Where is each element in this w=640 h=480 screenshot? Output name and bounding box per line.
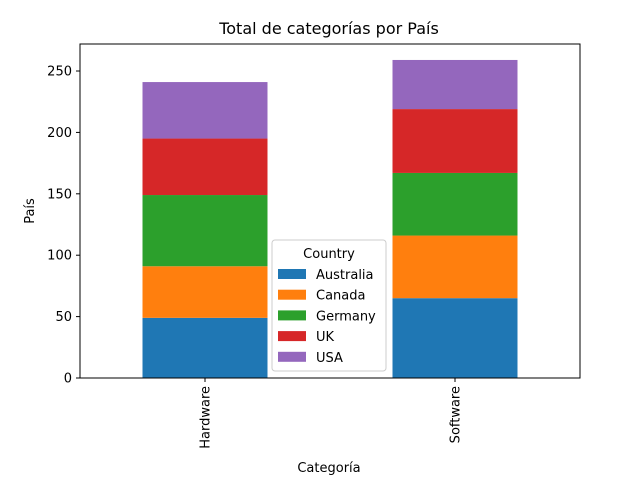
- bar-hardware-canada: [142, 266, 268, 318]
- x-tick-label: Hardware: [199, 386, 214, 449]
- x-axis: Hardware Software: [199, 378, 464, 449]
- x-axis-label: Categoría: [297, 461, 360, 476]
- legend-title: Country: [303, 247, 355, 262]
- y-tick-label: 100: [47, 249, 72, 264]
- y-tick-label: 0: [64, 372, 72, 387]
- legend: Country Australia Canada Germany UK USA: [271, 239, 387, 372]
- legend-label-canada: Canada: [316, 289, 365, 304]
- y-axis: 0 50 100 150 200 250: [47, 65, 80, 387]
- chart-title: Total de categorías por País: [218, 19, 439, 38]
- plot-frame: [79, 43, 581, 379]
- bar-hardware-usa: [142, 82, 268, 139]
- y-tick-label: 50: [55, 310, 72, 325]
- y-axis-label: País: [23, 198, 38, 224]
- legend-swatch-australia: [278, 269, 306, 279]
- legend-label-uk: UK: [316, 330, 335, 345]
- bars: [142, 59, 518, 378]
- legend-label-usa: USA: [316, 351, 343, 366]
- legend-swatch-usa: [278, 351, 306, 362]
- bar-hardware-uk: [142, 138, 268, 196]
- legend-label-australia: Australia: [316, 268, 374, 283]
- bar-software-canada: [392, 235, 518, 299]
- y-tick-label: 200: [47, 126, 72, 141]
- y-tick-label: 250: [47, 65, 72, 80]
- y-tick-label: 150: [47, 187, 72, 202]
- legend-label-germany: Germany: [316, 309, 376, 324]
- bar-hardware-australia: [142, 317, 268, 378]
- legend-swatch-canada: [278, 289, 306, 300]
- bar-software-usa: [392, 59, 518, 110]
- bar-hardware-germany: [142, 195, 268, 267]
- bar-software-australia: [392, 298, 518, 378]
- bar-software-germany: [392, 172, 518, 236]
- bar-software-uk: [392, 109, 518, 173]
- x-tick-label: Software: [449, 386, 464, 443]
- legend-swatch-uk: [278, 331, 306, 342]
- legend-swatch-germany: [278, 310, 306, 321]
